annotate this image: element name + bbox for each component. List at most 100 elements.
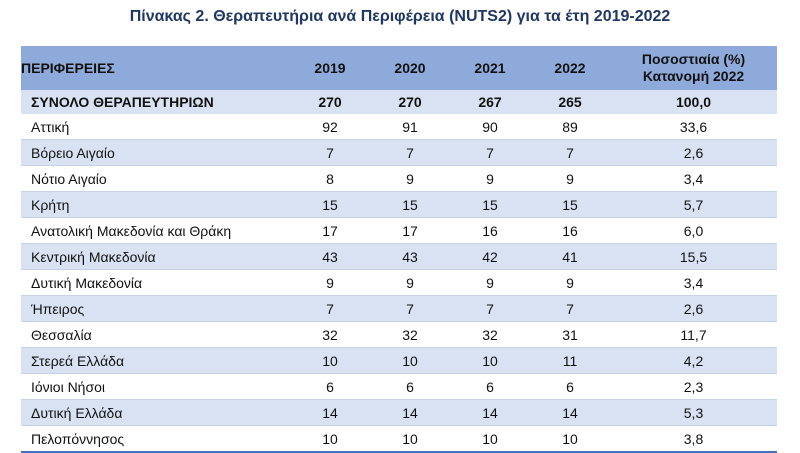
header-year-2021: 2021 bbox=[450, 46, 530, 90]
table-row: Θεσσαλία 32 32 32 31 11,7 bbox=[21, 321, 777, 348]
table-row: Βόρειο Αιγαίο 7 7 7 7 2,6 bbox=[21, 139, 777, 166]
year-value: 14 bbox=[370, 399, 450, 426]
year-value: 7 bbox=[450, 295, 530, 322]
year-value: 10 bbox=[370, 347, 450, 374]
year-value: 31 bbox=[530, 321, 610, 348]
year-value: 15 bbox=[450, 191, 530, 218]
table-row: Κεντρική Μακεδονία 43 43 42 41 15,5 bbox=[21, 243, 777, 270]
percent-value: 2,6 bbox=[610, 139, 777, 166]
header-percent-line2: Κατανομή 2022 bbox=[642, 68, 745, 84]
year-value: 7 bbox=[530, 139, 610, 166]
year-value: 14 bbox=[450, 399, 530, 426]
year-value: 92 bbox=[290, 114, 370, 140]
percent-value: 11,7 bbox=[610, 321, 777, 348]
percent-value: 3,8 bbox=[610, 425, 777, 453]
year-value: 7 bbox=[450, 139, 530, 166]
year-value: 9 bbox=[290, 269, 370, 296]
year-value: 7 bbox=[370, 295, 450, 322]
year-value: 6 bbox=[290, 373, 370, 400]
percent-value: 3,4 bbox=[610, 165, 777, 192]
year-value: 41 bbox=[530, 243, 610, 270]
year-value: 15 bbox=[530, 191, 610, 218]
total-row: ΣΥΝΟΛΟ ΘΕΡΑΠΕΥΤΗΡΙΩΝ 270 270 267 265 100… bbox=[21, 90, 777, 114]
year-value: 15 bbox=[370, 191, 450, 218]
year-value: 32 bbox=[370, 321, 450, 348]
year-value: 17 bbox=[290, 217, 370, 244]
table-row: Ανατολική Μακεδονία και Θράκη 17 17 16 16 6,0 bbox=[21, 217, 777, 244]
header-row: ΠΕΡΙΦΕΡΕΙΕΣ 2019 2020 2021 2022 Ποσοστια… bbox=[21, 46, 777, 90]
year-value: 6 bbox=[370, 373, 450, 400]
table-row: Δυτική Ελλάδα 14 14 14 14 5,3 bbox=[21, 399, 777, 426]
year-value: 8 bbox=[290, 165, 370, 192]
year-value: 10 bbox=[290, 347, 370, 374]
year-value: 9 bbox=[530, 165, 610, 192]
year-value: 9 bbox=[450, 165, 530, 192]
region-name: Θεσσαλία bbox=[21, 321, 290, 348]
percent-value: 2,6 bbox=[610, 295, 777, 322]
year-value: 10 bbox=[450, 347, 530, 374]
percent-value: 15,5 bbox=[610, 243, 777, 270]
year-value: 89 bbox=[530, 114, 610, 140]
year-value: 9 bbox=[530, 269, 610, 296]
year-value: 15 bbox=[290, 191, 370, 218]
percent-value: 3,4 bbox=[610, 269, 777, 296]
year-value: 10 bbox=[290, 425, 370, 453]
region-name: Πελοπόννησος bbox=[21, 425, 290, 453]
percent-value: 5,3 bbox=[610, 399, 777, 426]
year-value: 16 bbox=[450, 217, 530, 244]
header-region: ΠΕΡΙΦΕΡΕΙΕΣ bbox=[21, 46, 290, 90]
year-value: 9 bbox=[370, 269, 450, 296]
year-value: 9 bbox=[450, 269, 530, 296]
percent-value: 33,6 bbox=[610, 114, 777, 140]
table-row: Ήπειρος 7 7 7 7 2,6 bbox=[21, 295, 777, 322]
region-name: Δυτική Ελλάδα bbox=[21, 399, 290, 426]
year-value: 90 bbox=[450, 114, 530, 140]
header-percent: Ποσοστιαία (%) Κατανομή 2022 bbox=[610, 46, 777, 90]
header-percent-line1: Ποσοστιαία (%) bbox=[641, 51, 746, 67]
year-value: 14 bbox=[290, 399, 370, 426]
region-name: Δυτική Μακεδονία bbox=[21, 269, 290, 296]
table-row: Δυτική Μακεδονία 9 9 9 9 3,4 bbox=[21, 269, 777, 296]
year-value: 7 bbox=[290, 295, 370, 322]
year-value: 11 bbox=[530, 347, 610, 374]
total-value: 270 bbox=[290, 90, 370, 114]
year-value: 32 bbox=[450, 321, 530, 348]
table-row: Αττική 92 91 90 89 33,6 bbox=[21, 114, 777, 140]
region-name: Αττική bbox=[21, 114, 290, 140]
year-value: 43 bbox=[290, 243, 370, 270]
region-name: Βόρειο Αιγαίο bbox=[21, 139, 290, 166]
total-value: 270 bbox=[370, 90, 450, 114]
table-row: Ιόνιοι Νήσοι 6 6 6 6 2,3 bbox=[21, 373, 777, 400]
year-value: 10 bbox=[530, 425, 610, 453]
region-name: Κεντρική Μακεδονία bbox=[21, 243, 290, 270]
region-name: Κρήτη bbox=[21, 191, 290, 218]
header-year-2019: 2019 bbox=[290, 46, 370, 90]
total-name: ΣΥΝΟΛΟ ΘΕΡΑΠΕΥΤΗΡΙΩΝ bbox=[21, 90, 290, 114]
hospitals-table: ΠΕΡΙΦΕΡΕΙΕΣ 2019 2020 2021 2022 Ποσοστια… bbox=[21, 46, 777, 453]
year-value: 6 bbox=[530, 373, 610, 400]
percent-value: 4,2 bbox=[610, 347, 777, 374]
year-value: 16 bbox=[530, 217, 610, 244]
year-value: 7 bbox=[530, 295, 610, 322]
year-value: 10 bbox=[370, 425, 450, 453]
year-value: 7 bbox=[290, 139, 370, 166]
region-name: Νότιο Αιγαίο bbox=[21, 165, 290, 192]
header-year-2020: 2020 bbox=[370, 46, 450, 90]
year-value: 6 bbox=[450, 373, 530, 400]
region-name: Ανατολική Μακεδονία και Θράκη bbox=[21, 217, 290, 244]
year-value: 91 bbox=[370, 114, 450, 140]
percent-value: 2,3 bbox=[610, 373, 777, 400]
total-value: 265 bbox=[530, 90, 610, 114]
region-name: Ήπειρος bbox=[21, 295, 290, 322]
year-value: 17 bbox=[370, 217, 450, 244]
year-value: 43 bbox=[370, 243, 450, 270]
percent-value: 5,7 bbox=[610, 191, 777, 218]
year-value: 14 bbox=[530, 399, 610, 426]
percent-value: 6,0 bbox=[610, 217, 777, 244]
total-percent: 100,0 bbox=[610, 90, 777, 114]
table-row: Στερεά Ελλάδα 10 10 10 11 4,2 bbox=[21, 347, 777, 374]
table-title: Πίνακας 2. Θεραπευτήρια ανά Περιφέρεια (… bbox=[129, 8, 671, 25]
year-value: 42 bbox=[450, 243, 530, 270]
region-name: Ιόνιοι Νήσοι bbox=[21, 373, 290, 400]
table-row: Πελοπόννησος 10 10 10 10 3,8 bbox=[21, 425, 777, 453]
